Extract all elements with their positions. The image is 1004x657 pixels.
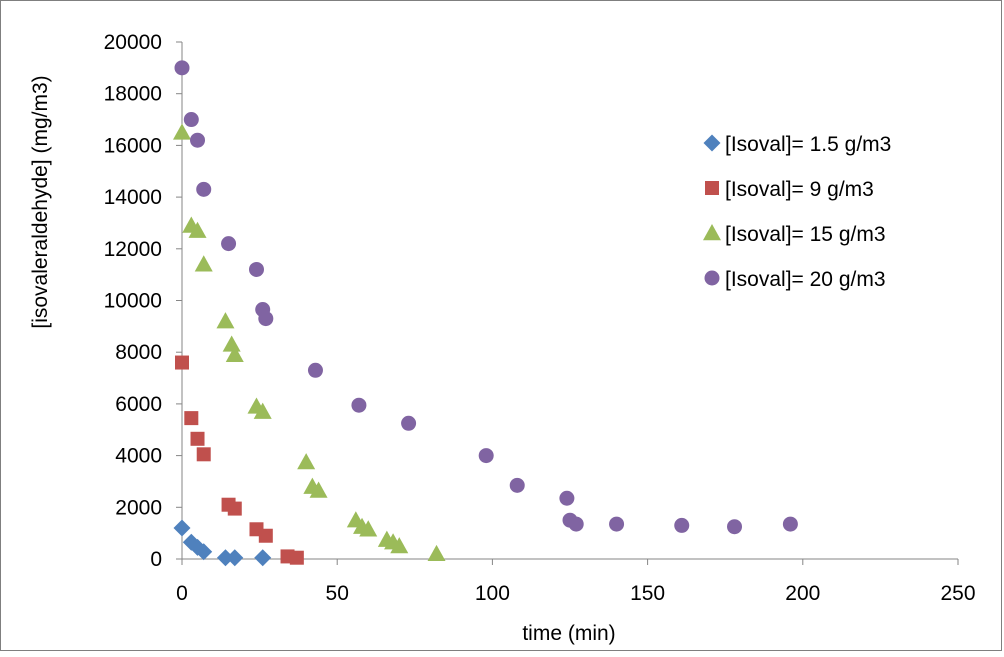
data-point: [188, 221, 207, 238]
legend-label: [Isoval]= 15 g/m3: [725, 223, 886, 246]
y-tick-label: 8000: [115, 341, 162, 364]
y-tick-label: 6000: [115, 393, 162, 416]
x-tick-label: 50: [326, 582, 349, 605]
legend-marker: [704, 270, 720, 286]
axes: 0200040006000800010000120001400016000180…: [104, 31, 976, 605]
data-point: [727, 519, 743, 535]
series-1: [173, 519, 272, 567]
data-point: [225, 345, 244, 362]
y-tick-label: 12000: [104, 238, 162, 261]
x-tick-label: 0: [176, 582, 188, 605]
legend-label: [Isoval]= 9 g/m3: [725, 178, 874, 201]
legend-label: [Isoval]= 20 g/m3: [725, 268, 886, 291]
data-point: [253, 402, 272, 419]
data-point: [248, 261, 264, 277]
legend-label: [Isoval]= 1.5 g/m3: [725, 133, 891, 156]
data-point: [509, 477, 525, 493]
data-point: [221, 236, 237, 252]
x-tick-label: 100: [475, 582, 510, 605]
y-tick-label: 16000: [104, 134, 162, 157]
legend-marker: [703, 224, 721, 241]
data-point: [183, 112, 199, 128]
data-point: [568, 516, 584, 532]
x-axis-title: time (min): [522, 622, 615, 645]
data-point: [216, 312, 235, 329]
data-point: [222, 335, 241, 352]
data-point: [195, 543, 213, 561]
data-point: [196, 181, 212, 197]
data-points: [173, 60, 798, 567]
data-point: [674, 517, 690, 533]
data-point: [609, 516, 625, 532]
data-point: [359, 520, 378, 537]
y-axis-title: [isovaleraldehyde] (mg/m3): [29, 75, 52, 328]
data-point: [401, 415, 417, 431]
data-point: [289, 550, 304, 565]
legend-marker: [703, 134, 721, 152]
data-point: [254, 549, 272, 567]
x-tick-label: 150: [630, 582, 665, 605]
x-tick-label: 200: [785, 582, 820, 605]
data-point: [173, 123, 191, 140]
data-point: [175, 355, 189, 370]
series-2: [175, 355, 304, 565]
data-point: [309, 481, 328, 498]
y-tick-label: 0: [150, 548, 162, 571]
y-tick-label: 2000: [115, 496, 162, 519]
data-point: [258, 528, 273, 543]
y-tick-label: 14000: [104, 186, 162, 209]
y-tick-label: 18000: [104, 83, 162, 106]
data-point: [390, 537, 409, 554]
data-point: [216, 549, 234, 567]
data-point: [190, 132, 206, 148]
x-tick-label: 250: [940, 582, 975, 605]
y-tick-label: 4000: [115, 445, 162, 468]
data-point: [307, 362, 323, 378]
series-4: [174, 60, 798, 535]
data-point: [184, 411, 199, 426]
data-point: [196, 447, 211, 462]
legend: [Isoval]= 1.5 g/m3 [Isoval]= 9 g/m3 [Isova…: [703, 133, 891, 291]
data-point: [190, 431, 205, 446]
series-3: [173, 123, 446, 562]
y-tick-label: 20000: [104, 31, 162, 54]
legend-marker: [705, 181, 719, 195]
data-point: [173, 519, 191, 537]
data-point: [427, 544, 446, 562]
data-point: [297, 453, 316, 470]
data-point: [782, 516, 798, 532]
data-point: [559, 490, 575, 506]
data-point: [478, 448, 494, 464]
data-point: [351, 397, 367, 413]
data-point: [258, 311, 274, 327]
data-point: [226, 549, 244, 567]
data-point: [174, 60, 190, 76]
data-point: [227, 501, 242, 516]
data-point: [194, 255, 213, 272]
y-tick-label: 10000: [104, 290, 162, 313]
